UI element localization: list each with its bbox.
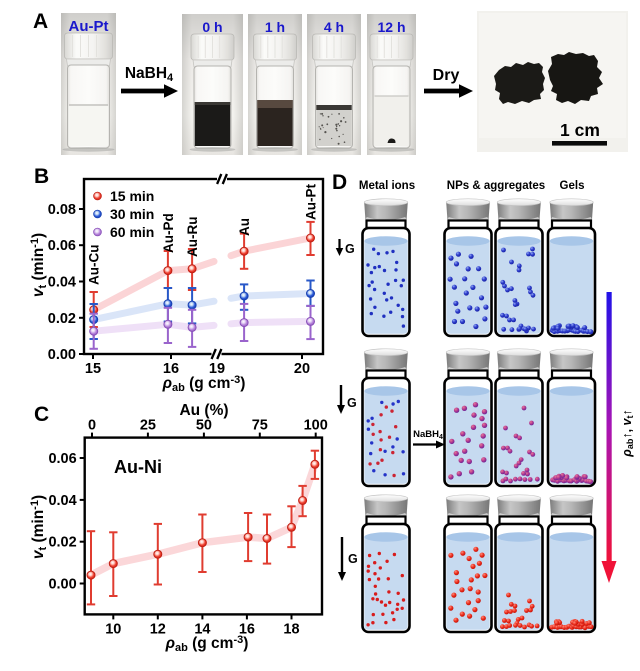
svg-text:0.06: 0.06: [48, 238, 76, 254]
svg-text:Au-Pt: Au-Pt: [304, 184, 319, 220]
svg-text:60 min: 60 min: [110, 224, 154, 240]
svg-text:0.04: 0.04: [48, 493, 76, 509]
svg-text:1 h: 1 h: [265, 19, 285, 35]
svg-text:75: 75: [252, 418, 268, 434]
svg-text:12: 12: [150, 621, 166, 637]
svg-text:19: 19: [209, 361, 225, 377]
svg-text:14: 14: [194, 621, 210, 637]
svg-text:G: G: [345, 242, 355, 256]
svg-text:0 h: 0 h: [202, 19, 222, 35]
svg-text:0.08: 0.08: [48, 202, 76, 218]
svg-text:C: C: [34, 403, 49, 426]
svg-text:Au-Ru: Au-Ru: [185, 217, 200, 258]
svg-text:Au: Au: [237, 218, 252, 236]
svg-text:ρab (g cm-3): ρab (g cm-3): [165, 634, 249, 654]
svg-text:D: D: [332, 171, 347, 194]
svg-text:16: 16: [163, 361, 179, 377]
svg-text:50: 50: [196, 418, 212, 434]
svg-text:ρab↑, vt↑: ρab↑, vt↑: [620, 409, 635, 458]
svg-text:NPs & aggregates: NPs & aggregates: [447, 180, 545, 192]
svg-text:G: G: [347, 396, 357, 410]
svg-text:20: 20: [294, 361, 310, 377]
svg-text:Metal ions: Metal ions: [359, 180, 415, 192]
svg-text:0.02: 0.02: [48, 535, 76, 551]
svg-text:G: G: [348, 552, 358, 566]
svg-text:vt (min-1): vt (min-1): [29, 233, 49, 297]
svg-text:30 min: 30 min: [110, 206, 154, 222]
svg-text:Au-Ni: Au-Ni: [114, 457, 162, 477]
svg-text:Au (%): Au (%): [179, 402, 228, 419]
svg-text:A: A: [33, 10, 48, 33]
svg-text:B: B: [34, 165, 49, 188]
svg-text:NaBH4: NaBH4: [125, 65, 174, 84]
svg-text:ρab (g cm-3): ρab (g cm-3): [162, 374, 246, 394]
svg-text:Au-Pt: Au-Pt: [69, 18, 109, 35]
svg-text:0.00: 0.00: [48, 347, 76, 363]
svg-text:Dry: Dry: [433, 67, 460, 84]
svg-text:Au-Cu: Au-Cu: [87, 245, 102, 286]
svg-text:18: 18: [283, 621, 299, 637]
svg-text:1 cm: 1 cm: [560, 120, 600, 140]
svg-text:NaBH4: NaBH4: [413, 429, 443, 441]
svg-text:vt (min-1): vt (min-1): [29, 495, 49, 559]
svg-text:4 h: 4 h: [324, 19, 344, 35]
svg-text:12 h: 12 h: [377, 19, 405, 35]
svg-text:15: 15: [85, 361, 101, 377]
svg-text:25: 25: [140, 418, 156, 434]
svg-text:15 min: 15 min: [110, 188, 154, 204]
svg-text:16: 16: [239, 621, 255, 637]
svg-text:0.04: 0.04: [48, 275, 76, 291]
svg-text:Au-Pd: Au-Pd: [161, 213, 176, 253]
svg-text:100: 100: [304, 418, 328, 434]
svg-text:10: 10: [105, 621, 121, 637]
svg-text:0.06: 0.06: [48, 451, 76, 467]
svg-text:0.02: 0.02: [48, 311, 76, 327]
svg-text:0: 0: [88, 418, 96, 434]
svg-text:0.00: 0.00: [48, 577, 76, 593]
svg-text:Gels: Gels: [560, 180, 585, 192]
